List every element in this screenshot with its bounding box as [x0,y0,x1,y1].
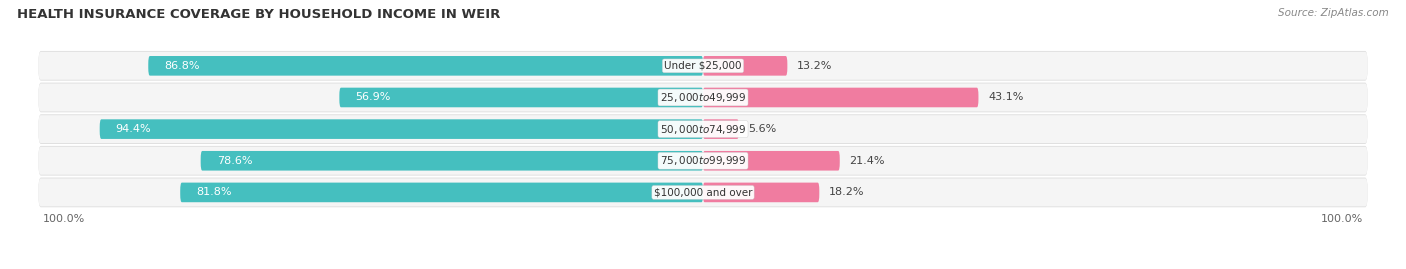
FancyBboxPatch shape [38,179,1368,206]
FancyBboxPatch shape [38,83,1368,112]
Text: 21.4%: 21.4% [849,156,884,166]
Text: 43.1%: 43.1% [988,93,1024,102]
FancyBboxPatch shape [148,56,703,76]
FancyBboxPatch shape [38,84,1368,111]
Text: 78.6%: 78.6% [217,156,252,166]
Text: 5.6%: 5.6% [748,124,776,134]
FancyBboxPatch shape [38,147,1368,175]
FancyBboxPatch shape [703,88,979,107]
Text: 94.4%: 94.4% [115,124,152,134]
Text: Source: ZipAtlas.com: Source: ZipAtlas.com [1278,8,1389,18]
Text: $100,000 and over: $100,000 and over [654,187,752,197]
FancyBboxPatch shape [201,151,703,171]
FancyBboxPatch shape [38,115,1368,143]
FancyBboxPatch shape [703,56,787,76]
FancyBboxPatch shape [38,146,1368,176]
FancyBboxPatch shape [180,183,703,202]
FancyBboxPatch shape [703,151,839,171]
FancyBboxPatch shape [38,114,1368,144]
Text: $25,000 to $49,999: $25,000 to $49,999 [659,91,747,104]
Text: Under $25,000: Under $25,000 [664,61,742,71]
Text: 18.2%: 18.2% [830,187,865,197]
FancyBboxPatch shape [703,183,820,202]
FancyBboxPatch shape [339,88,703,107]
FancyBboxPatch shape [703,119,738,139]
FancyBboxPatch shape [38,178,1368,207]
Text: 56.9%: 56.9% [356,93,391,102]
FancyBboxPatch shape [38,52,1368,80]
Text: $50,000 to $74,999: $50,000 to $74,999 [659,123,747,136]
Text: 13.2%: 13.2% [797,61,832,71]
Text: HEALTH INSURANCE COVERAGE BY HOUSEHOLD INCOME IN WEIR: HEALTH INSURANCE COVERAGE BY HOUSEHOLD I… [17,8,501,21]
FancyBboxPatch shape [38,51,1368,81]
Text: 81.8%: 81.8% [197,187,232,197]
Text: 86.8%: 86.8% [165,61,200,71]
FancyBboxPatch shape [100,119,703,139]
Text: $75,000 to $99,999: $75,000 to $99,999 [659,154,747,167]
